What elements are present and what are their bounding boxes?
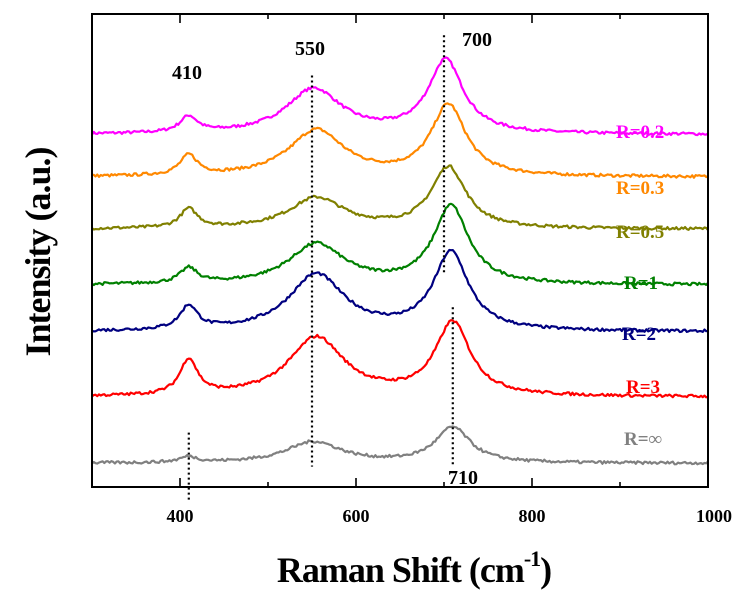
series-layer	[91, 56, 709, 466]
series-label-6: R=∞	[624, 429, 662, 450]
series-labels: R=0.2 R=0.3 R=0.5 R=1 R=2 R=3 R=∞	[616, 122, 664, 450]
peak-label-700: 700	[462, 29, 492, 51]
plot-frame	[91, 13, 709, 488]
peak-labels: 410 550 700 710	[172, 29, 492, 489]
series-label-2: R=0.5	[616, 222, 664, 243]
x-ticks: 400 600 800 1000	[91, 14, 732, 526]
reference-lines	[187, 35, 454, 500]
x-tick-label-400: 400	[167, 506, 194, 526]
y-axis-title: Intensity (a.u.)	[18, 147, 58, 356]
series-label-0: R=0.2	[616, 122, 664, 143]
series-label-3: R=1	[624, 273, 658, 294]
series-line-2	[91, 164, 709, 231]
x-axis-title-close: )	[540, 550, 551, 590]
series-line-3	[91, 202, 709, 287]
series-label-5: R=3	[626, 377, 660, 398]
peak-label-410: 410	[172, 62, 202, 84]
x-axis-title-superscript: -1	[524, 546, 540, 571]
series-line-4	[91, 248, 709, 334]
series-line-1	[91, 102, 709, 179]
series-line-5	[91, 319, 709, 399]
series-line-6	[91, 425, 709, 466]
x-axis-title: Raman Shift (cm-1)	[277, 546, 551, 590]
x-tick-label-600: 600	[343, 506, 370, 526]
peak-label-710: 710	[448, 467, 478, 489]
series-label-1: R=0.3	[616, 178, 664, 199]
peak-label-550: 550	[295, 38, 325, 60]
x-axis-title-main: Raman Shift (cm	[277, 550, 525, 590]
x-tick-label-1000: 1000	[696, 506, 732, 526]
series-label-4: R=2	[622, 324, 656, 345]
x-tick-label-800: 800	[519, 506, 546, 526]
series-line-0	[91, 56, 709, 137]
